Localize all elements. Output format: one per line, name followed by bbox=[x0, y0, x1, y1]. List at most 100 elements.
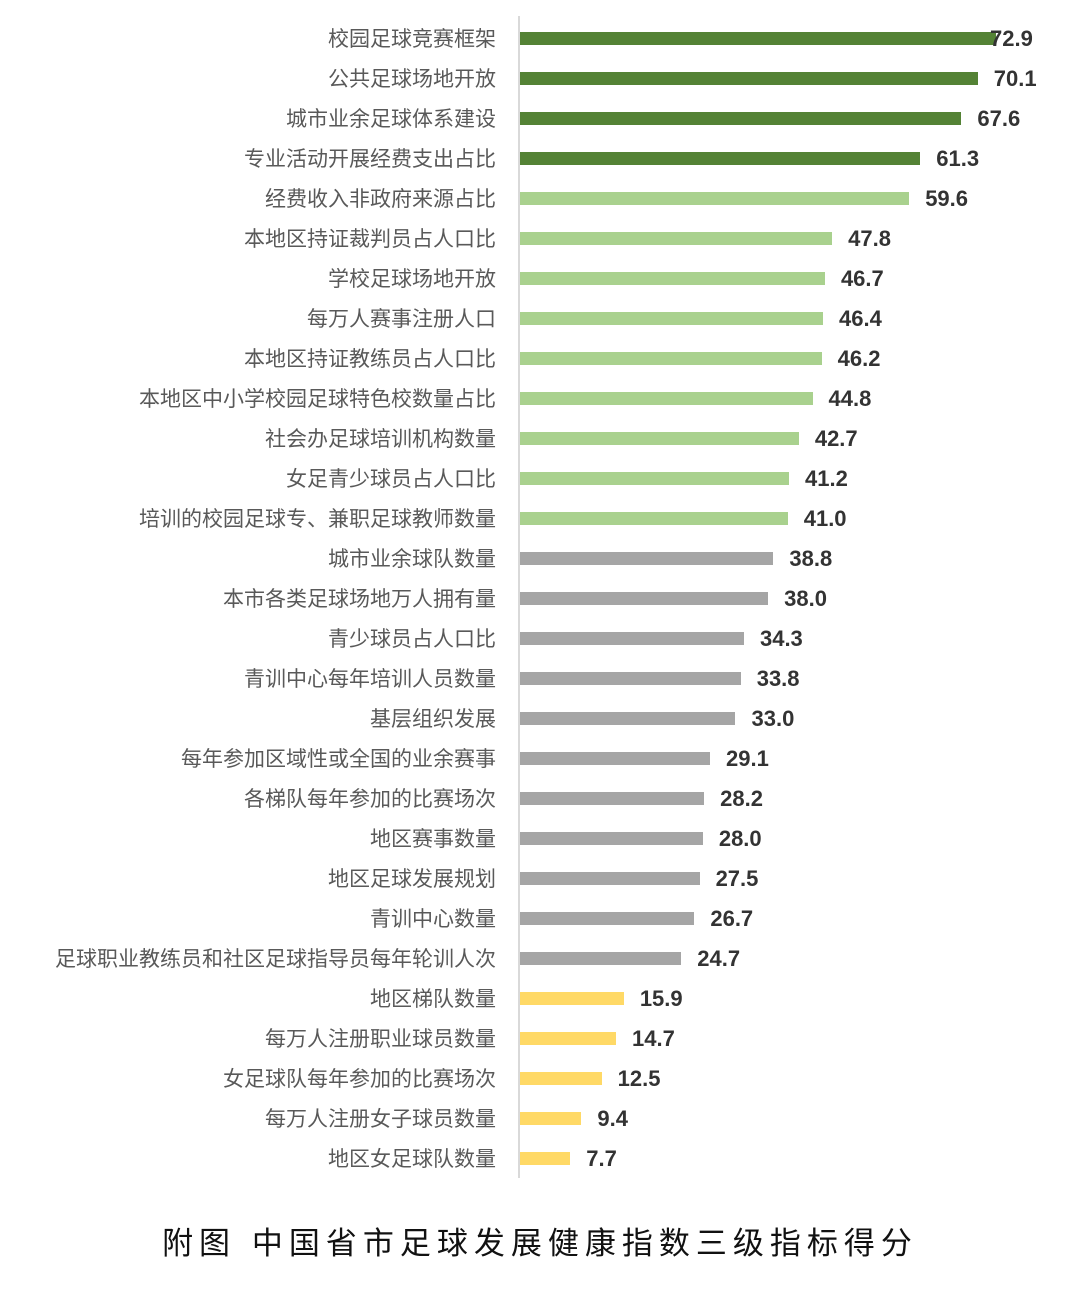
bar-row: 培训的校园足球专、兼职足球教师数量 41.0 bbox=[0, 499, 1080, 539]
bar-row: 各梯队每年参加的比赛场次 28.2 bbox=[0, 779, 1080, 819]
bar-row: 城市业余球队数量 38.8 bbox=[0, 539, 1080, 579]
category-label: 校园足球竞赛框架 bbox=[328, 27, 496, 51]
bar-row: 本市各类足球场地万人拥有量 38.0 bbox=[0, 579, 1080, 619]
value-label: 59.6 bbox=[925, 186, 969, 211]
category-label: 女足球队每年参加的比赛场次 bbox=[223, 1067, 496, 1091]
bar-row: 本地区持证裁判员占人口比 47.8 bbox=[0, 219, 1080, 259]
bar-row: 公共足球场地开放 70.1 bbox=[0, 59, 1080, 99]
bar-row: 女足球队每年参加的比赛场次 12.5 bbox=[0, 1059, 1080, 1099]
value-label: 33.0 bbox=[751, 706, 795, 731]
value-label: 38.0 bbox=[784, 586, 827, 611]
bar bbox=[520, 552, 774, 565]
bar-row: 学校足球场地开放 46.7 bbox=[0, 259, 1080, 299]
category-label: 城市业余球队数量 bbox=[328, 547, 496, 571]
bar bbox=[520, 112, 962, 125]
category-label: 学校足球场地开放 bbox=[328, 267, 496, 291]
figure-caption: 附图 中国省市足球发展健康指数三级指标得分 bbox=[162, 1226, 918, 1262]
value-label: 12.5 bbox=[617, 1066, 661, 1091]
value-label: 33.8 bbox=[756, 666, 800, 691]
category-label: 地区女足球队数量 bbox=[328, 1147, 496, 1171]
bar-row: 足球职业教练员和社区足球指导员每年轮训人次 24.7 bbox=[0, 939, 1080, 979]
value-label: 27.5 bbox=[715, 866, 759, 891]
value-label: 46.4 bbox=[838, 306, 882, 331]
bar bbox=[520, 952, 682, 965]
category-label: 足球职业教练员和社区足球指导员每年轮训人次 bbox=[55, 947, 496, 971]
bar-row: 每年参加区域性或全国的业余赛事 29.1 bbox=[0, 739, 1080, 779]
bar bbox=[520, 592, 769, 605]
bar bbox=[520, 632, 744, 645]
value-label: 29.1 bbox=[726, 746, 769, 771]
bar-row: 本地区持证教练员占人口比 46.2 bbox=[0, 339, 1080, 379]
bar bbox=[520, 72, 978, 85]
category-label: 每年参加区域性或全国的业余赛事 bbox=[181, 747, 496, 771]
bar-row: 校园足球竞赛框架 72.9 bbox=[0, 19, 1080, 59]
bar bbox=[520, 1152, 571, 1165]
value-label: 28.0 bbox=[718, 826, 762, 851]
bar bbox=[520, 912, 695, 925]
bar-row: 专业活动开展经费支出占比 61.3 bbox=[0, 139, 1080, 179]
category-label: 经费收入非政府来源占比 bbox=[265, 187, 496, 211]
bar bbox=[520, 712, 736, 725]
category-label: 本地区持证裁判员占人口比 bbox=[244, 227, 496, 251]
value-label: 61.3 bbox=[936, 146, 980, 171]
value-label: 42.7 bbox=[814, 426, 858, 451]
category-label: 每万人赛事注册人口 bbox=[307, 307, 496, 331]
value-label: 24.7 bbox=[697, 946, 741, 971]
category-label: 青训中心每年培训人员数量 bbox=[244, 667, 496, 691]
bar bbox=[520, 232, 833, 245]
bar bbox=[520, 472, 790, 485]
category-label: 社会办足球培训机构数量 bbox=[265, 427, 496, 451]
y-axis-line bbox=[518, 16, 520, 1178]
category-label: 公共足球场地开放 bbox=[328, 67, 496, 91]
value-label: 72.9 bbox=[990, 26, 1033, 51]
category-label: 本市各类足球场地万人拥有量 bbox=[223, 587, 496, 611]
value-label: 41.0 bbox=[803, 506, 847, 531]
bar bbox=[520, 752, 711, 765]
category-label: 本地区中小学校园足球特色校数量占比 bbox=[139, 387, 496, 411]
value-label: 70.1 bbox=[993, 66, 1037, 91]
category-label: 青少球员占人口比 bbox=[328, 627, 496, 651]
value-label: 67.6 bbox=[977, 106, 1021, 131]
category-label: 每万人注册女子球员数量 bbox=[265, 1107, 496, 1131]
value-label: 47.8 bbox=[848, 226, 891, 251]
bar-row: 青少球员占人口比 34.3 bbox=[0, 619, 1080, 659]
bar bbox=[520, 512, 788, 525]
bar-chart: 校园足球竞赛框架 72.9 公共足球场地开放 70.1 城市业余足球体系建设 67.6 专业… bbox=[0, 16, 1080, 1179]
category-label: 培训的校园足球专、兼职足球教师数量 bbox=[139, 507, 496, 531]
bar bbox=[520, 32, 997, 45]
bar bbox=[520, 352, 822, 365]
bar-row: 地区女足球队数量 7.7 bbox=[0, 1139, 1080, 1179]
bar bbox=[520, 832, 703, 845]
bar bbox=[520, 152, 921, 165]
value-label: 7.7 bbox=[586, 1146, 617, 1171]
bar bbox=[520, 272, 825, 285]
category-label: 城市业余足球体系建设 bbox=[286, 107, 496, 131]
bar bbox=[520, 672, 741, 685]
bar-row: 经费收入非政府来源占比 59.6 bbox=[0, 179, 1080, 219]
bar-row: 基层组织发展 33.0 bbox=[0, 699, 1080, 739]
bar bbox=[520, 392, 813, 405]
bar-row: 城市业余足球体系建设 67.6 bbox=[0, 99, 1080, 139]
value-label: 28.2 bbox=[720, 786, 763, 811]
value-label: 15.9 bbox=[639, 986, 683, 1011]
category-label: 基层组织发展 bbox=[370, 707, 496, 731]
bar bbox=[520, 872, 700, 885]
bar bbox=[520, 1072, 602, 1085]
bar-row: 社会办足球培训机构数量 42.7 bbox=[0, 419, 1080, 459]
bar bbox=[520, 1112, 582, 1125]
bar bbox=[520, 792, 705, 805]
value-label: 9.4 bbox=[597, 1106, 628, 1131]
bar-row: 本地区中小学校园足球特色校数量占比 44.8 bbox=[0, 379, 1080, 419]
bar-row: 地区赛事数量 28.0 bbox=[0, 819, 1080, 859]
bar-row: 地区足球发展规划 27.5 bbox=[0, 859, 1080, 899]
value-label: 41.2 bbox=[805, 466, 848, 491]
bar bbox=[520, 992, 624, 1005]
category-label: 本地区持证教练员占人口比 bbox=[244, 347, 496, 371]
bar-row: 女足青少球员占人口比 41.2 bbox=[0, 459, 1080, 499]
bar-row: 每万人赛事注册人口 46.4 bbox=[0, 299, 1080, 339]
category-label: 地区赛事数量 bbox=[370, 827, 496, 851]
bar bbox=[520, 432, 799, 445]
bar-row: 地区梯队数量 15.9 bbox=[0, 979, 1080, 1019]
value-label: 46.7 bbox=[840, 266, 884, 291]
bar-row: 青训中心每年培训人员数量 33.8 bbox=[0, 659, 1080, 699]
